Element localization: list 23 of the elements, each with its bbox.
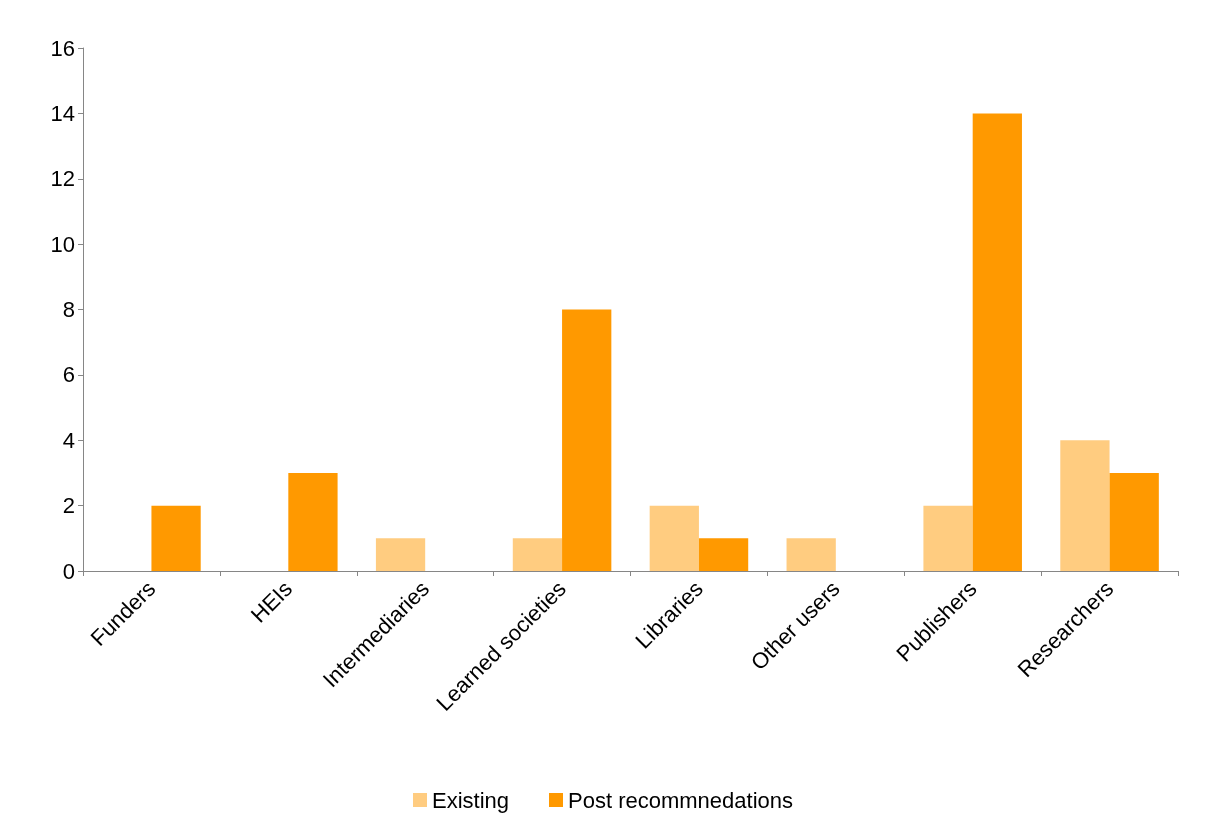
bar [786,538,836,571]
y-tick-label: 14 [50,100,75,126]
y-tick-label: 10 [50,231,75,257]
bar [649,505,699,571]
y-tick-label: 6 [62,362,75,388]
y-tick-label: 8 [62,297,75,322]
bar [1109,472,1159,571]
legend-label: Existing [431,787,510,813]
y-tick-label: 0 [62,558,75,584]
bar [562,309,612,571]
bar [512,538,563,571]
bar [288,472,338,571]
legend-label: Post recommnedations [568,787,794,813]
bar [151,505,201,571]
y-tick-label: 12 [50,166,75,192]
y-tick-label: 2 [62,493,75,519]
bar [972,113,1022,571]
y-tick-label: 16 [50,35,75,61]
y-tick-label: 4 [62,427,75,453]
bar [923,505,973,571]
bar [375,538,426,571]
bar [1060,440,1110,571]
bar [698,538,749,571]
